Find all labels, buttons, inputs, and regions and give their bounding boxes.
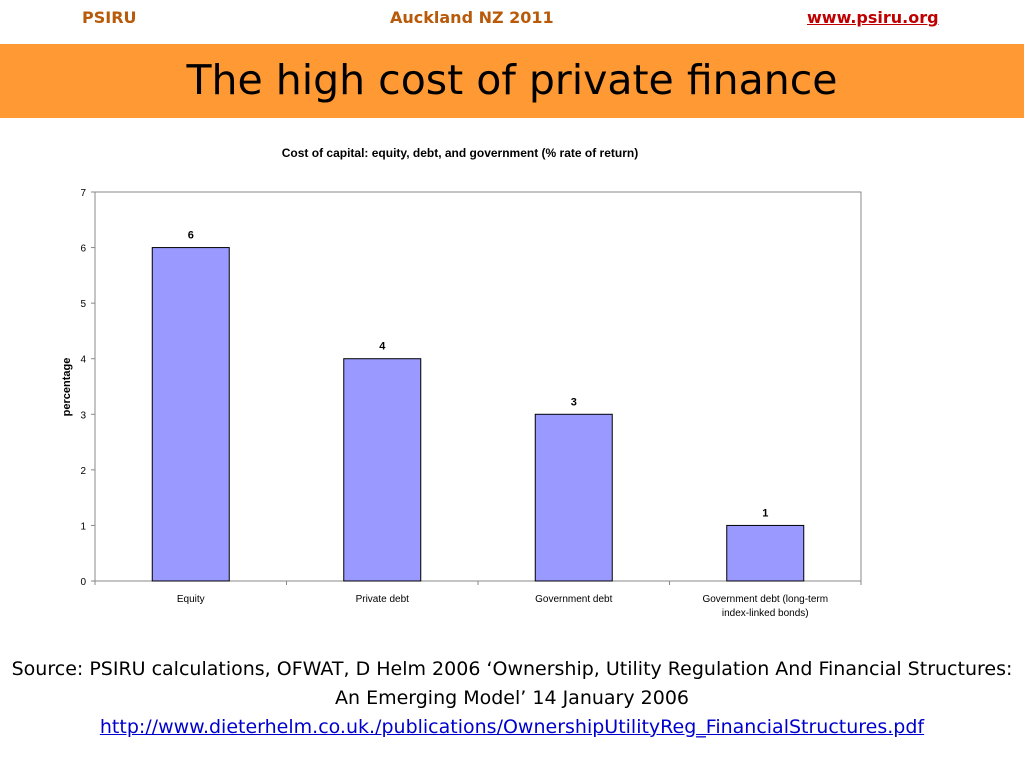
y-tick-label: 4 — [80, 355, 86, 366]
y-tick-label: 0 — [80, 577, 86, 588]
y-tick-label: 2 — [80, 466, 86, 477]
source-text: Source: PSIRU calculations, OFWAT, D Hel… — [11, 658, 1013, 709]
bar — [151, 247, 230, 582]
data-label: 3 — [571, 396, 577, 408]
header-website-link[interactable]: www.psiru.org — [807, 8, 939, 27]
x-tick-label: index-linked bonds) — [722, 608, 809, 619]
source-note: Source: PSIRU calculations, OFWAT, D Hel… — [0, 655, 1024, 742]
bar — [534, 413, 613, 582]
slide-title: The high cost of private finance — [186, 56, 838, 104]
bar — [726, 524, 805, 582]
data-label: 4 — [379, 341, 386, 353]
bar-chart: Cost of capital: equity, debt, and gover… — [61, 146, 862, 619]
chart-title: Cost of capital: equity, debt, and gover… — [282, 146, 638, 160]
x-tick-label: Private debt — [356, 594, 410, 605]
x-tick-label: Government debt — [535, 594, 612, 605]
y-axis-label: percentage — [61, 358, 73, 417]
x-tick-label: Equity — [177, 594, 205, 605]
header-org-label: PSIRU — [82, 8, 137, 27]
header-bar: PSIRU Auckland NZ 2011 www.psiru.org — [0, 0, 1024, 44]
data-label: 6 — [188, 230, 194, 242]
y-tick-label: 7 — [80, 188, 86, 199]
x-tick-label: Government debt (long-term — [702, 594, 828, 605]
y-tick-label: 5 — [80, 299, 86, 310]
y-tick-label: 6 — [80, 244, 86, 255]
bar — [343, 358, 422, 582]
y-tick-label: 1 — [80, 521, 86, 532]
data-label: 1 — [762, 507, 768, 519]
header-event-label: Auckland NZ 2011 — [390, 8, 554, 27]
y-tick-label: 3 — [80, 410, 86, 421]
source-link[interactable]: http://www.dieterhelm.co.uk./publication… — [99, 716, 925, 738]
title-banner: The high cost of private finance — [0, 44, 1024, 118]
